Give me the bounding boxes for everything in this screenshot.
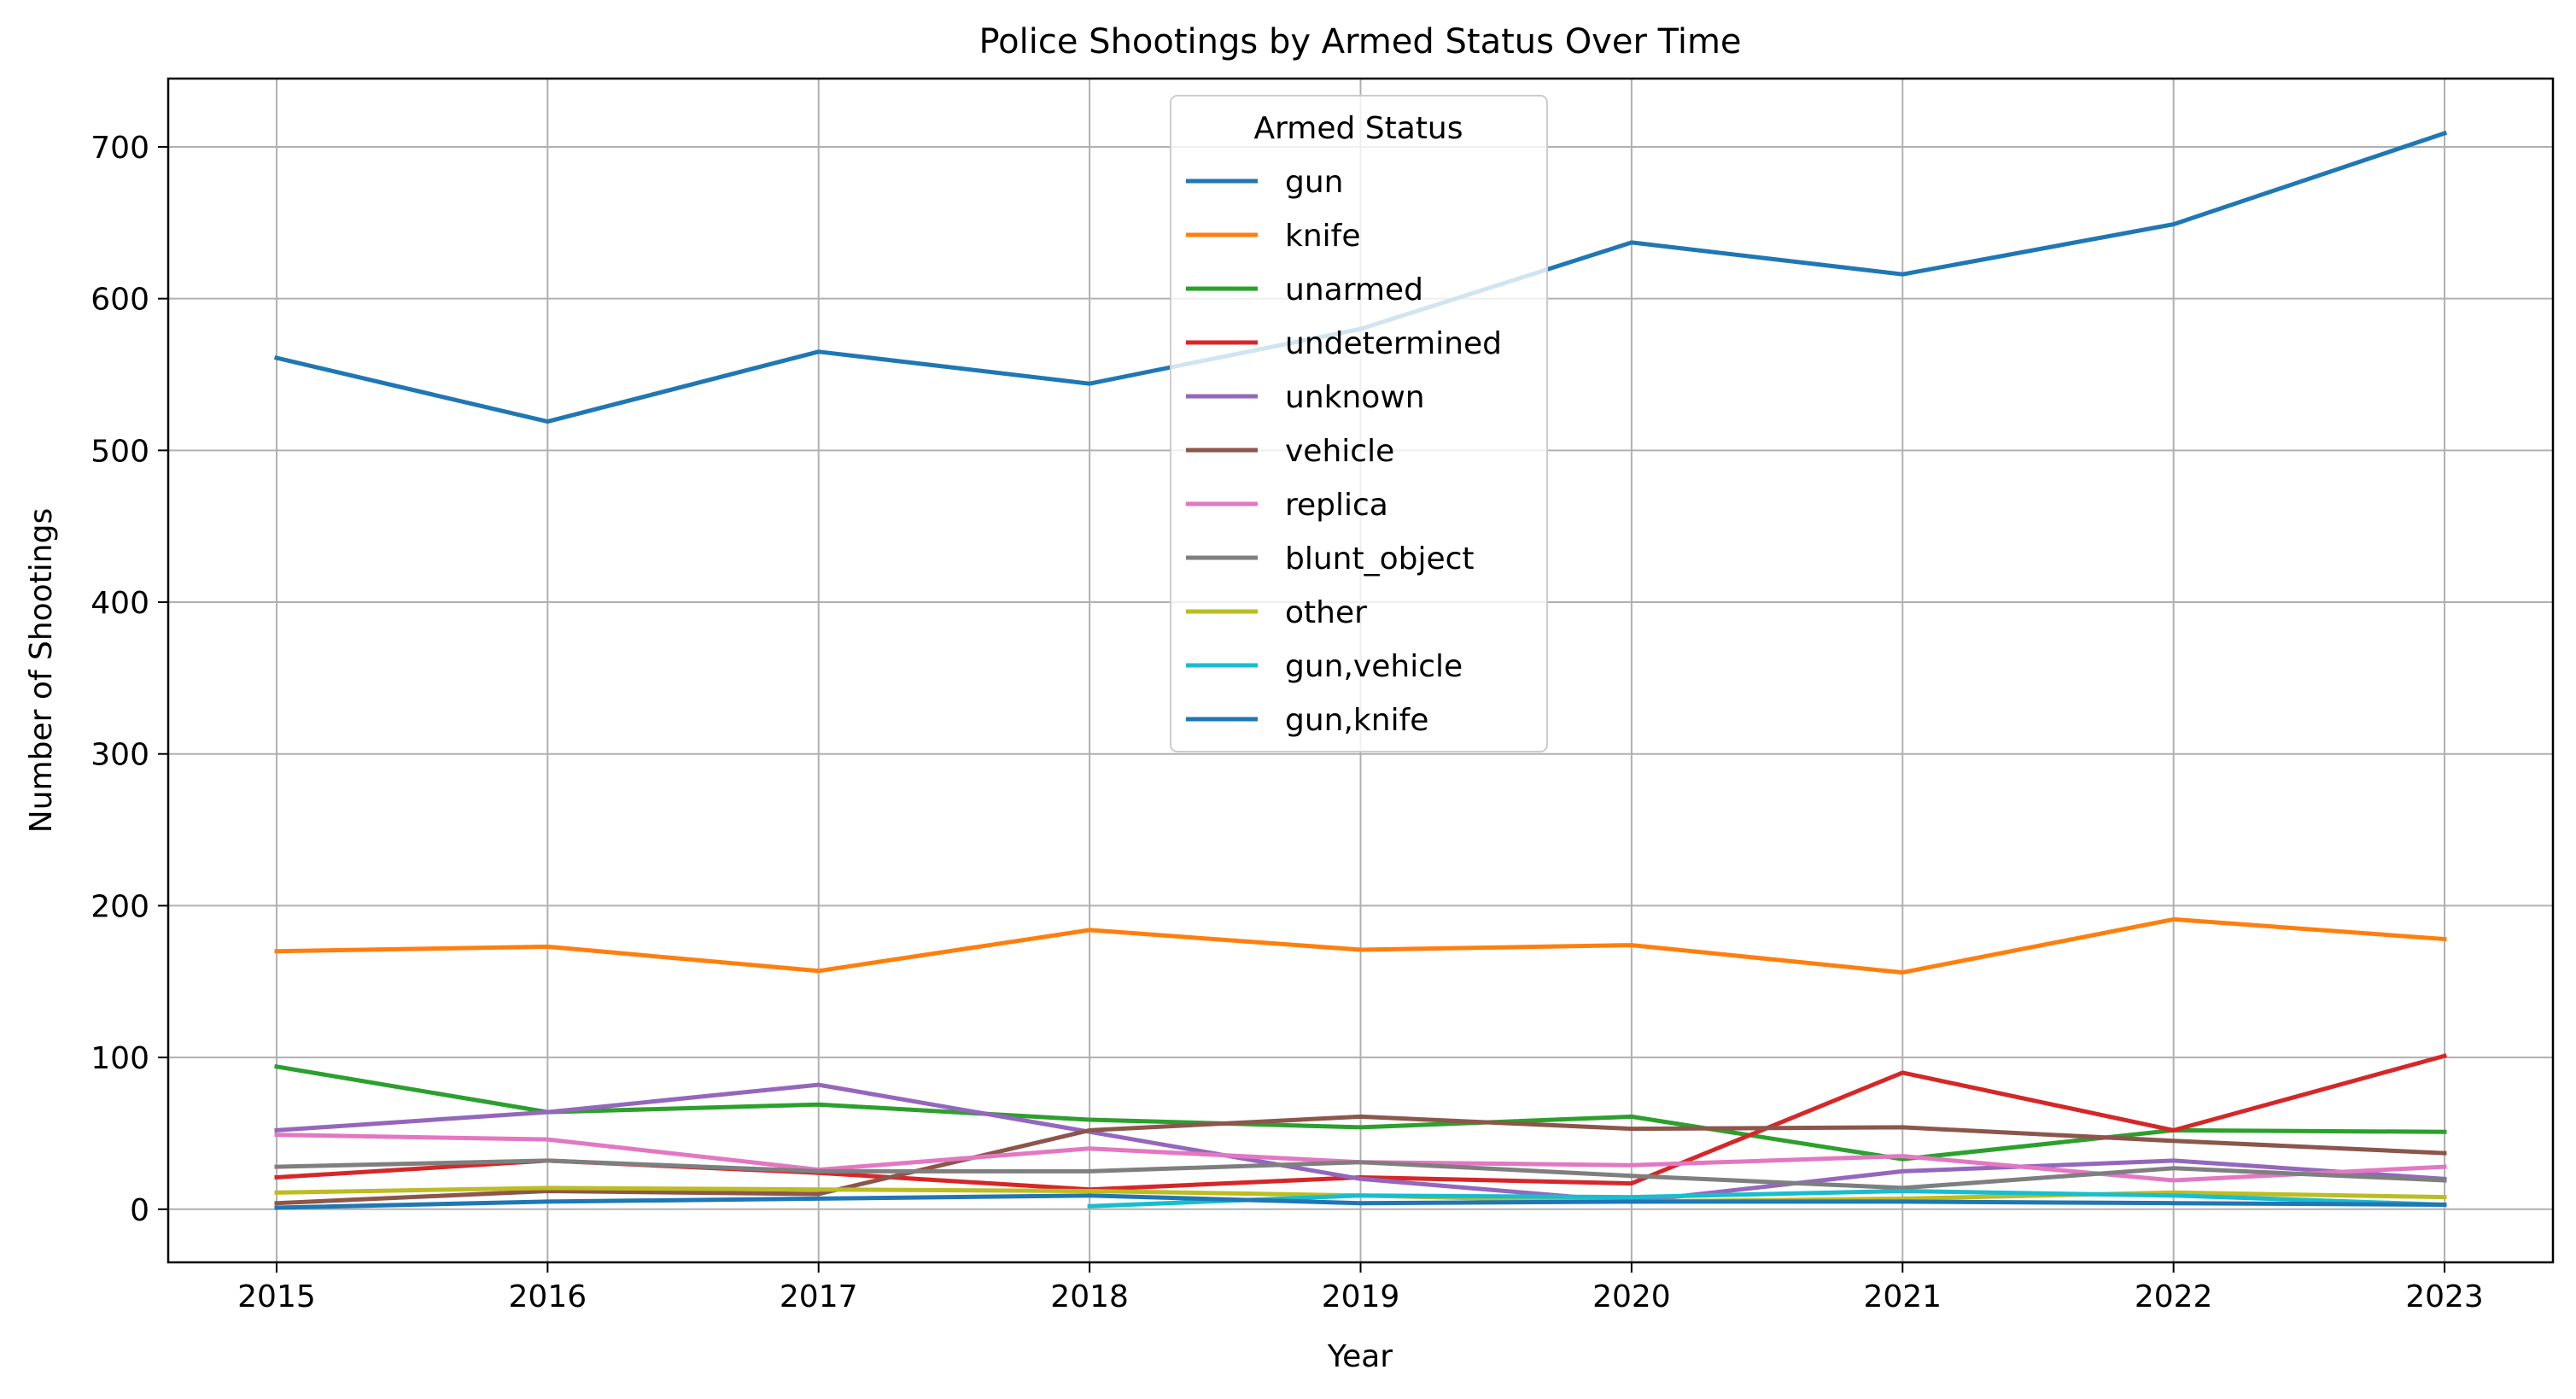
series-line-gun-knife [274,1193,2447,1210]
legend-box [1170,95,1548,752]
axis-ticks: 2015 2016 2017 2018 2019 2020 2021 2022 2023 0 100… [91,131,2484,1314]
x-tick-label: 2022 [2135,1279,2213,1314]
legend-entry-label: vehicle [1285,434,1394,469]
x-tick-label: 2021 [1863,1279,1942,1314]
series-line-unarmed [274,1063,2447,1162]
legend-entry-label: gun,vehicle [1285,649,1463,684]
legend-entry-label: gun [1285,165,1343,200]
x-tick-label: 2023 [2405,1279,2484,1314]
y-tick-label: 500 [91,434,149,469]
legend-entry-label: knife [1285,219,1361,254]
y-tick-label: 100 [91,1041,149,1076]
x-tick-label: 2015 [237,1279,316,1314]
series-line-knife [274,916,2447,975]
y-tick-label: 600 [91,283,149,318]
series-line-gun-vehicle [1087,1189,2447,1209]
chart-title: Police Shootings by Armed Status Over Ti… [978,22,1741,61]
x-tick-label: 2019 [1322,1279,1400,1314]
series-line-unknown [274,1082,2447,1204]
y-tick-label: 300 [91,738,149,773]
legend-title: Armed Status [1253,111,1463,146]
x-tick-label: 2017 [780,1279,858,1314]
y-tick-label: 400 [91,586,149,621]
legend-entry-label: replica [1285,488,1388,523]
x-tick-label: 2016 [509,1279,587,1314]
series-lines [273,130,2448,1210]
series-line-blunt-object [274,1158,2447,1191]
legend-entry-label: unknown [1285,380,1425,415]
legend-entry-label: blunt_object [1285,541,1475,577]
series-line-vehicle [274,1114,2447,1206]
legend: Armed Status gun knife unarmed undetermined… [1170,95,1548,752]
y-tick-label: 200 [91,889,149,924]
x-tick-label: 2020 [1592,1279,1671,1314]
legend-entry-label: undetermined [1285,326,1502,361]
legend-entry-label: gun,knife [1285,703,1428,738]
legend-entry-label: unarmed [1285,272,1423,307]
x-axis-label: Year [1327,1339,1393,1374]
y-tick-label: 700 [91,131,149,166]
y-tick-label: 0 [130,1193,149,1228]
y-axis-label: Number of Shootings [24,508,59,833]
x-tick-label: 2018 [1050,1279,1129,1314]
legend-entry-label: other [1285,595,1367,630]
